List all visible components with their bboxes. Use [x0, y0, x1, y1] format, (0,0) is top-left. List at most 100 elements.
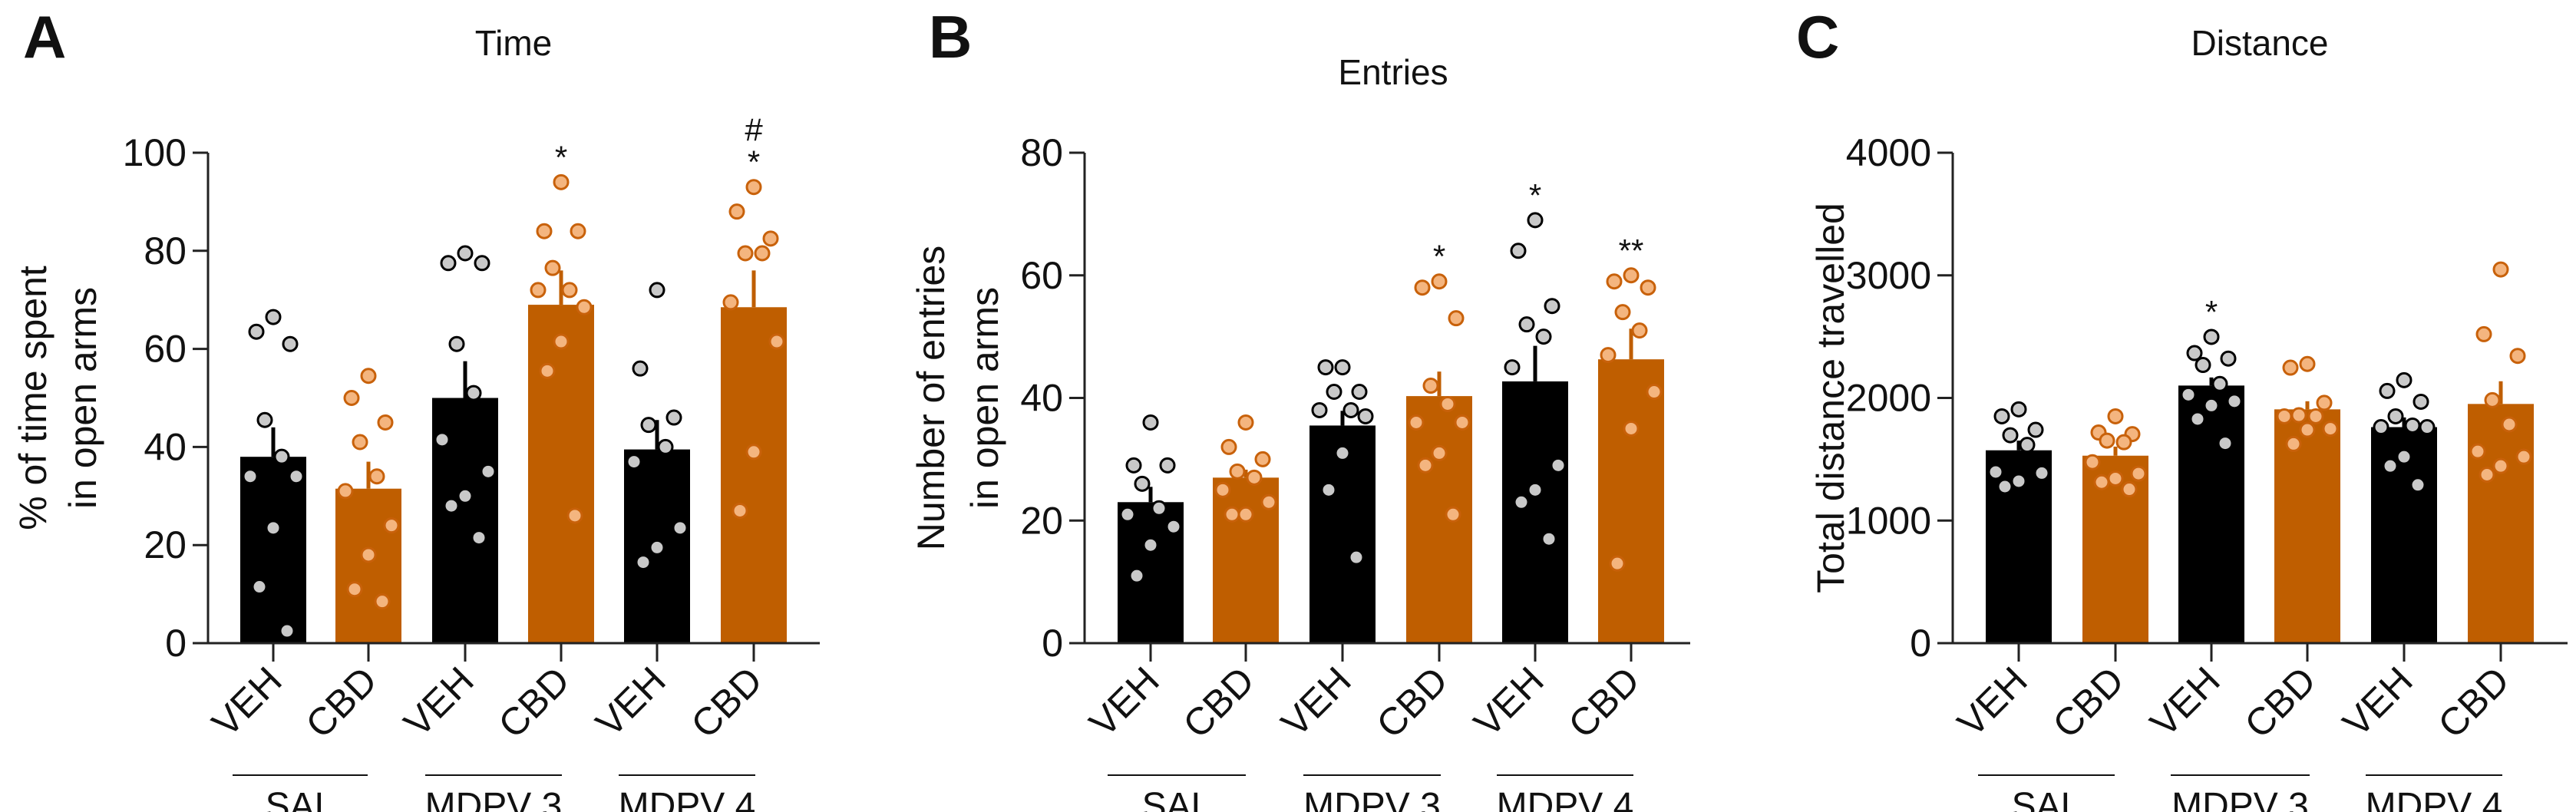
data-point: [2002, 427, 2019, 444]
data-point: [1159, 457, 1176, 474]
data-point: [474, 255, 490, 272]
y-axis-label: in open arms: [61, 287, 104, 509]
y-tick-label: 0: [1042, 622, 1063, 665]
x-tick-label: CBD: [490, 659, 578, 746]
x-tick-label: CBD: [2430, 659, 2518, 746]
data-point: [2307, 408, 2324, 424]
x-tick-label: CBD: [2045, 659, 2132, 746]
data-point: [1348, 549, 1365, 566]
data-point: [360, 368, 377, 385]
data-point: [2413, 393, 2429, 410]
data-point: [1987, 464, 2004, 480]
data-point: [346, 581, 363, 598]
y-tick-label: 20: [144, 523, 187, 566]
significance-marker: *: [748, 144, 760, 180]
y-tick-label: 60: [144, 328, 187, 371]
bar-veh: [2178, 385, 2244, 643]
data-point: [1334, 444, 1351, 461]
data-point: [737, 245, 754, 262]
data-point: [471, 530, 487, 546]
data-point: [1351, 384, 1368, 401]
data-point: [1326, 384, 1342, 401]
data-point: [1527, 212, 1544, 229]
data-point: [640, 417, 657, 434]
data-point: [288, 468, 305, 485]
data-point: [368, 468, 385, 485]
y-axis-label: Number of entries: [910, 246, 953, 550]
bar-cbd: [335, 488, 401, 643]
x-tick-label: VEH: [1949, 659, 2035, 744]
data-point: [2107, 408, 2124, 424]
data-point: [248, 323, 265, 340]
data-point: [1342, 401, 1359, 418]
data-point: [2396, 448, 2413, 465]
data-point: [728, 203, 745, 220]
x-tick-label: CBD: [1175, 659, 1263, 746]
bar-cbd: [528, 305, 594, 643]
data-point: [2093, 474, 2110, 490]
bar-cbd: [2082, 455, 2148, 643]
data-point: [1254, 451, 1271, 467]
data-point: [1646, 384, 1663, 401]
data-point: [2220, 350, 2237, 367]
bar-cbd: [1406, 396, 1472, 643]
data-point: [649, 539, 665, 556]
data-point: [279, 622, 296, 639]
data-point: [768, 333, 785, 350]
data-point: [343, 390, 360, 406]
data-point: [1544, 298, 1560, 315]
data-point: [1246, 469, 1263, 486]
data-point: [1535, 328, 1552, 345]
data-point: [635, 554, 652, 571]
y-tick-label: 40: [1020, 377, 1063, 420]
data-point: [2509, 348, 2526, 365]
data-point: [2107, 470, 2124, 487]
data-point: [1431, 273, 1448, 290]
data-point: [1408, 414, 1425, 431]
data-point: [1334, 359, 1351, 376]
data-point: [2189, 411, 2206, 427]
data-point: [1142, 414, 1159, 431]
data-point: [1518, 316, 1535, 333]
x-tick-label: VEH: [587, 659, 673, 744]
data-point: [2010, 401, 2027, 418]
panel-a: A Time% of time spent in open arms*#*02040…: [12, 3, 820, 812]
group-label: MDPV 3: [1303, 786, 1441, 812]
data-point: [443, 497, 460, 514]
data-point: [2387, 408, 2404, 424]
data-point: [1229, 463, 1246, 480]
data-point: [1214, 481, 1231, 498]
significance-marker: #: [745, 112, 763, 148]
x-tick-label: CBD: [1560, 659, 1648, 746]
y-tick-label: 80: [144, 229, 187, 272]
data-point: [2484, 391, 2501, 408]
data-point: [1237, 414, 1254, 431]
bar-cbd: [2468, 404, 2534, 643]
data-point: [2419, 419, 2436, 436]
data-point: [256, 411, 273, 428]
chart-title: Distance: [2191, 23, 2329, 63]
data-point: [1448, 310, 1465, 327]
data-point: [2019, 437, 2036, 454]
data-point: [553, 333, 570, 350]
data-point: [242, 468, 259, 485]
data-point: [1993, 408, 2010, 424]
data-point: [1623, 420, 1640, 437]
x-tick-label: VEH: [395, 659, 481, 744]
data-point: [251, 579, 268, 596]
data-point: [576, 299, 593, 315]
data-point: [1550, 457, 1567, 474]
data-point: [1606, 273, 1623, 290]
x-tick-label: CBD: [298, 659, 385, 746]
bar-veh: [240, 457, 306, 643]
data-point: [2290, 407, 2307, 424]
data-point: [1640, 279, 1656, 296]
data-point: [566, 507, 583, 524]
chart-title: Time: [475, 23, 553, 63]
data-point: [1541, 530, 1557, 547]
data-point: [1513, 493, 1530, 510]
data-point: [539, 362, 556, 379]
data-point: [561, 282, 578, 299]
x-tick-label: VEH: [1273, 659, 1359, 744]
data-point: [1128, 567, 1145, 584]
